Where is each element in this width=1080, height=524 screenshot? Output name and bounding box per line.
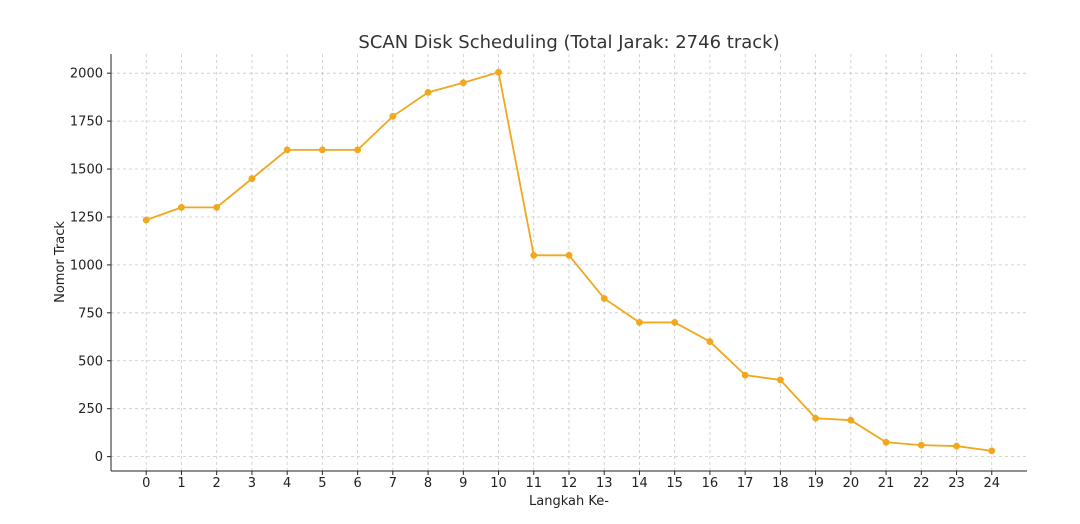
x-tick-label-14: 14 — [631, 476, 648, 491]
data-point-7 — [389, 112, 397, 120]
data-point-0 — [142, 216, 150, 224]
x-tick-label-1: 1 — [177, 476, 185, 491]
y-tick-label-750: 750 — [78, 306, 103, 321]
x-axis-label: Langkah Ke- — [529, 494, 609, 509]
data-point-13 — [600, 294, 608, 302]
x-tick-label-24: 24 — [983, 476, 1000, 491]
data-point-9 — [459, 79, 467, 87]
data-point-24 — [988, 447, 996, 455]
data-point-4 — [283, 146, 291, 154]
data-point-5 — [318, 146, 326, 154]
grid — [111, 54, 1027, 471]
data-point-6 — [354, 146, 362, 154]
data-point-20 — [847, 416, 855, 424]
x-tick-label-18: 18 — [772, 476, 789, 491]
x-tick-label-19: 19 — [807, 476, 824, 491]
data-point-16 — [706, 338, 714, 346]
x-tick-label-21: 21 — [878, 476, 895, 491]
y-tick-label-1500: 1500 — [70, 163, 103, 178]
series — [142, 68, 996, 455]
data-point-12 — [565, 251, 573, 259]
data-point-18 — [776, 376, 784, 384]
x-tick-label-6: 6 — [353, 476, 361, 491]
x-tick-label-8: 8 — [424, 476, 432, 491]
data-point-11 — [530, 251, 538, 259]
ticks: 0 1 2 3 4 5 6 7 8 9 10 11 12 13 14 15 16 17 18 19 20 21 22 23 24… — [70, 67, 1000, 491]
data-point-21 — [882, 438, 890, 446]
data-point-17 — [741, 371, 749, 379]
data-point-8 — [424, 88, 432, 96]
x-tick-label-9: 9 — [459, 476, 467, 491]
series-line-0 — [145, 71, 992, 452]
x-tick-label-0: 0 — [142, 476, 150, 491]
y-tick-label-250: 250 — [78, 402, 103, 417]
x-tick-label-10: 10 — [490, 476, 507, 491]
y-tick-label-500: 500 — [78, 354, 103, 369]
x-tick-label-7: 7 — [389, 476, 397, 491]
data-point-1 — [178, 203, 185, 211]
x-tick-label-11: 11 — [525, 476, 542, 491]
data-point-14 — [636, 318, 643, 326]
y-tick-label-2000: 2000 — [70, 67, 103, 82]
y-axis-label: Nomor Track — [53, 221, 68, 303]
data-point-23 — [953, 442, 960, 450]
data-point-22 — [917, 441, 925, 449]
y-tick-label-1000: 1000 — [70, 258, 103, 273]
x-tick-label-15: 15 — [666, 476, 683, 491]
x-tick-label-13: 13 — [596, 476, 613, 491]
x-tick-label-3: 3 — [248, 476, 256, 491]
x-tick-label-23: 23 — [948, 476, 965, 491]
data-point-19 — [812, 414, 820, 422]
x-tick-label-20: 20 — [843, 476, 860, 491]
y-tick-label-0: 0 — [95, 450, 103, 465]
x-tick-label-5: 5 — [318, 476, 326, 491]
chart-title: SCAN Disk Scheduling (Total Jarak: 2746 … — [358, 32, 779, 53]
x-tick-label-4: 4 — [283, 476, 291, 491]
data-point-15 — [671, 318, 679, 326]
y-tick-label-1250: 1250 — [70, 210, 103, 225]
x-tick-label-2: 2 — [213, 476, 221, 491]
x-tick-label-16: 16 — [702, 476, 719, 491]
x-tick-label-17: 17 — [737, 476, 754, 491]
data-point-2 — [213, 203, 221, 211]
y-tick-label-1750: 1750 — [70, 115, 103, 130]
x-tick-label-22: 22 — [913, 476, 930, 491]
data-point-3 — [248, 175, 256, 183]
x-tick-label-12: 12 — [561, 476, 578, 491]
data-point-10 — [495, 68, 502, 76]
